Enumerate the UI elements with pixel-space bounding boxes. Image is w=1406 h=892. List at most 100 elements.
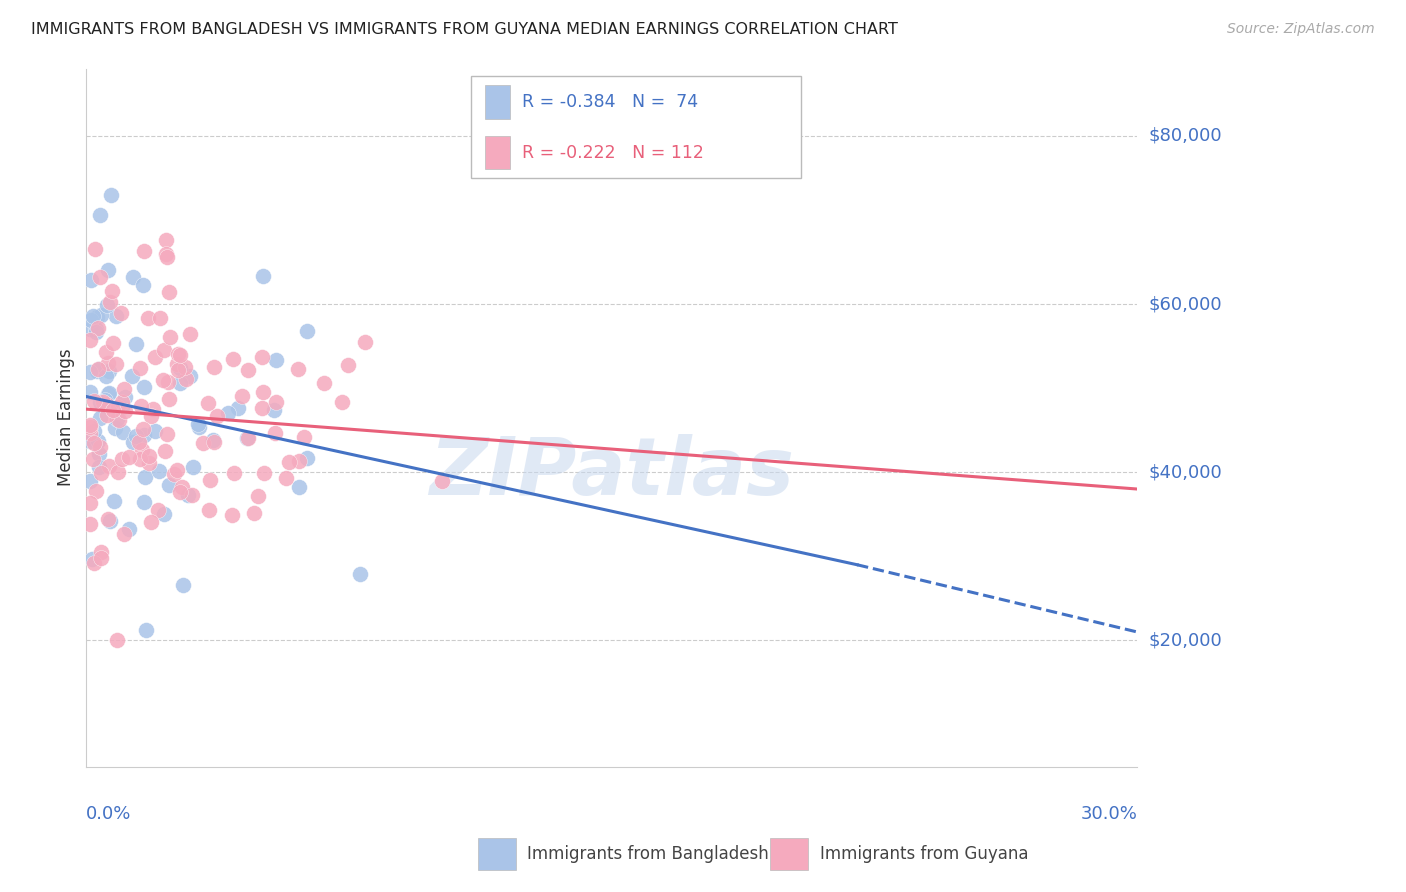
- Point: [288, 480, 311, 494]
- Point: [79, 313, 101, 327]
- Point: [108, 413, 131, 427]
- Point: [167, 346, 190, 360]
- Point: [84, 484, 107, 499]
- Point: [153, 507, 176, 521]
- Point: [79, 496, 101, 510]
- Point: [169, 348, 191, 362]
- Text: $20,000: $20,000: [1149, 632, 1222, 649]
- Point: [179, 369, 201, 384]
- Point: [135, 623, 157, 637]
- Point: [79, 418, 101, 433]
- Point: [89, 440, 111, 454]
- Point: [252, 269, 274, 284]
- Point: [156, 427, 179, 442]
- Point: [131, 422, 153, 436]
- Point: [107, 400, 129, 414]
- Point: [149, 311, 172, 326]
- Point: [89, 411, 111, 425]
- Point: [97, 262, 120, 277]
- Text: R = -0.384   N =  74: R = -0.384 N = 74: [522, 93, 697, 111]
- Point: [87, 361, 110, 376]
- Point: [97, 387, 120, 401]
- Point: [157, 478, 180, 492]
- Point: [292, 430, 315, 444]
- Point: [312, 376, 335, 390]
- Point: [89, 208, 111, 222]
- Point: [84, 325, 107, 339]
- Point: [264, 352, 287, 367]
- Point: [89, 269, 111, 284]
- Point: [250, 350, 273, 364]
- Point: [94, 345, 117, 359]
- Point: [87, 446, 110, 460]
- Point: [157, 285, 180, 299]
- Point: [105, 633, 128, 648]
- Point: [138, 456, 160, 470]
- Point: [83, 425, 105, 439]
- Point: [236, 431, 259, 445]
- Y-axis label: Median Earnings: Median Earnings: [58, 349, 75, 486]
- Point: [155, 233, 177, 247]
- Point: [112, 382, 135, 396]
- Text: R = -0.222   N = 112: R = -0.222 N = 112: [522, 144, 703, 161]
- Point: [79, 431, 101, 445]
- Point: [104, 357, 127, 371]
- Point: [98, 459, 121, 474]
- Point: [169, 376, 191, 390]
- Point: [90, 544, 112, 558]
- Point: [90, 466, 112, 480]
- Point: [139, 516, 162, 530]
- Point: [121, 369, 143, 384]
- Point: [198, 474, 221, 488]
- Point: [278, 455, 301, 469]
- Point: [86, 310, 108, 324]
- Point: [274, 471, 297, 485]
- Point: [80, 272, 103, 286]
- Point: [430, 474, 453, 488]
- Point: [103, 494, 125, 508]
- Point: [134, 244, 156, 259]
- Point: [156, 250, 179, 264]
- Text: 0.0%: 0.0%: [86, 805, 132, 823]
- Point: [111, 425, 134, 439]
- Point: [188, 420, 211, 434]
- Point: [181, 488, 204, 502]
- Point: [136, 310, 159, 325]
- Point: [79, 333, 101, 347]
- Point: [84, 322, 107, 336]
- Point: [98, 364, 121, 378]
- Point: [222, 466, 245, 480]
- Point: [159, 330, 181, 344]
- Point: [104, 310, 127, 324]
- Point: [101, 336, 124, 351]
- Point: [90, 309, 112, 323]
- Point: [129, 451, 152, 466]
- Point: [98, 514, 121, 528]
- Point: [152, 373, 174, 387]
- Text: IMMIGRANTS FROM BANGLADESH VS IMMIGRANTS FROM GUYANA MEDIAN EARNINGS CORRELATION: IMMIGRANTS FROM BANGLADESH VS IMMIGRANTS…: [31, 22, 898, 37]
- Point: [97, 356, 120, 370]
- Point: [155, 246, 177, 260]
- Point: [177, 488, 200, 502]
- Point: [263, 402, 285, 417]
- Point: [118, 522, 141, 536]
- Point: [96, 409, 118, 423]
- Point: [100, 187, 122, 202]
- Point: [107, 465, 129, 479]
- Point: [111, 401, 134, 415]
- Point: [121, 435, 143, 450]
- Point: [143, 424, 166, 438]
- Point: [112, 527, 135, 541]
- Point: [297, 324, 319, 338]
- Point: [138, 450, 160, 464]
- Point: [197, 503, 219, 517]
- Point: [187, 417, 209, 431]
- Point: [132, 277, 155, 292]
- Point: [243, 506, 266, 520]
- Point: [221, 508, 243, 522]
- Point: [159, 392, 181, 406]
- Point: [250, 401, 273, 416]
- Point: [167, 363, 190, 377]
- Text: Immigrants from Guyana: Immigrants from Guyana: [820, 845, 1028, 863]
- Point: [114, 404, 136, 418]
